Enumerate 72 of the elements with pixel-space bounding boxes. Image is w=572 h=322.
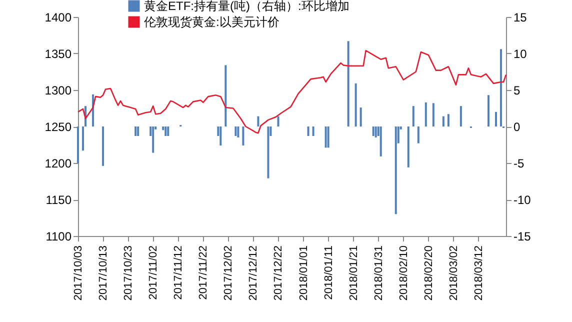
bar — [82, 126, 84, 151]
x-tick-label: 2018/03/12 — [472, 246, 485, 301]
bar — [267, 126, 270, 178]
legend-label: 伦敦现货黄金:以美元计价 — [144, 15, 280, 29]
bar — [137, 126, 140, 136]
bar — [347, 41, 350, 126]
x-tick-label: 2017/11/22 — [198, 246, 210, 300]
bar — [164, 126, 167, 136]
bar — [307, 126, 310, 136]
y-tick-label: 1250 — [44, 120, 72, 134]
y-tick-label: 1400 — [44, 10, 72, 24]
y2-tick-label: 5 — [514, 84, 520, 98]
x-tick-label: 2017/11/02 — [148, 246, 160, 300]
y2-tick-label: 0 — [514, 120, 520, 134]
bar — [312, 126, 314, 136]
y-tick-label: 1200 — [44, 156, 72, 170]
x-tick-label: 2017/11/12 — [172, 246, 185, 300]
x-tick-label: 2018/01/21 — [348, 246, 360, 301]
x-tick-label: 2017/12/22 — [272, 246, 285, 301]
x-tick-label: 2018/01/11 — [322, 246, 335, 300]
bar — [224, 65, 227, 126]
y-tick-label: 1150 — [46, 193, 72, 207]
y2-tick-label: -10 — [514, 193, 532, 207]
bar — [242, 126, 244, 146]
bar — [134, 126, 137, 136]
bar — [152, 126, 154, 153]
bar — [372, 126, 374, 136]
bar — [412, 106, 414, 126]
x-tick-label: 2017/12/02 — [222, 246, 235, 301]
y-tick-label: 1100 — [46, 230, 72, 244]
x-tick-label: 2018/02/20 — [422, 246, 435, 301]
bar — [460, 106, 462, 126]
y-tick-label: 1350 — [44, 47, 72, 61]
x-tick-label: 2018/01/01 — [298, 246, 310, 301]
bar — [394, 126, 397, 214]
bar — [234, 126, 237, 136]
legend-label: 黄金ETF:持有量(吨)（右轴）:环比增加 — [144, 0, 350, 13]
bar — [500, 49, 502, 126]
y2-tick-label: -5 — [514, 156, 524, 170]
bar — [407, 126, 410, 168]
bar — [327, 126, 330, 148]
y2-tick-label: 15 — [514, 10, 528, 24]
bar — [354, 83, 357, 126]
x-tick-label: 2018/02/10 — [398, 246, 410, 301]
x-tick-label: 2017/10/23 — [122, 246, 135, 301]
x-tick-label: 2017/10/13 — [98, 246, 110, 301]
bar — [494, 112, 497, 126]
bar — [417, 126, 420, 144]
bar — [487, 95, 490, 126]
bar — [167, 126, 170, 136]
bar — [77, 126, 79, 163]
x-tick-label: 2017/10/03 — [72, 246, 84, 301]
bar — [447, 114, 450, 126]
y2-tick-label: 10 — [514, 47, 528, 61]
bar — [102, 126, 104, 166]
bar — [442, 116, 444, 126]
bar — [432, 103, 434, 126]
bar — [324, 126, 327, 148]
x-tick-label: 2017/12/12 — [248, 246, 260, 301]
line-series — [77, 50, 507, 134]
bar — [374, 126, 377, 138]
bar — [380, 126, 382, 156]
x-tick-label: 2018/03/02 — [448, 246, 460, 301]
bar — [237, 126, 240, 138]
bar — [277, 116, 280, 126]
y2-tick-label: -15 — [514, 230, 532, 244]
bar — [424, 102, 427, 126]
y-tick-label: 1300 — [44, 84, 72, 98]
x-tick-label: 2018/01/31 — [372, 246, 385, 301]
bar — [360, 108, 362, 126]
bar — [257, 116, 260, 126]
bar — [220, 126, 222, 146]
